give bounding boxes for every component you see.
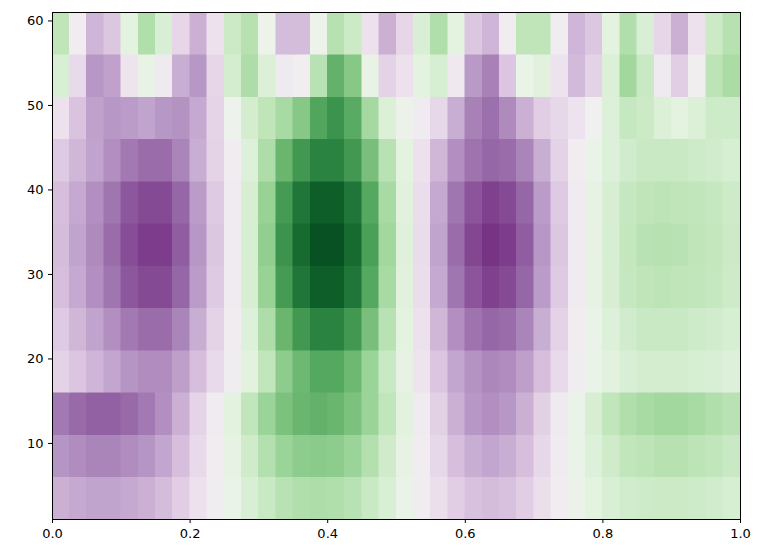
svg-text:1.0: 1.0 — [730, 526, 751, 541]
svg-text:0.0: 0.0 — [42, 526, 63, 541]
svg-text:30: 30 — [27, 267, 44, 282]
svg-text:10: 10 — [27, 436, 44, 451]
svg-text:0.4: 0.4 — [317, 526, 338, 541]
svg-text:0.8: 0.8 — [593, 526, 614, 541]
svg-text:0.2: 0.2 — [180, 526, 201, 541]
svg-text:20: 20 — [27, 351, 44, 366]
svg-text:60: 60 — [27, 13, 44, 28]
svg-text:40: 40 — [27, 182, 44, 197]
svg-text:50: 50 — [27, 98, 44, 113]
svg-text:0.6: 0.6 — [455, 526, 476, 541]
